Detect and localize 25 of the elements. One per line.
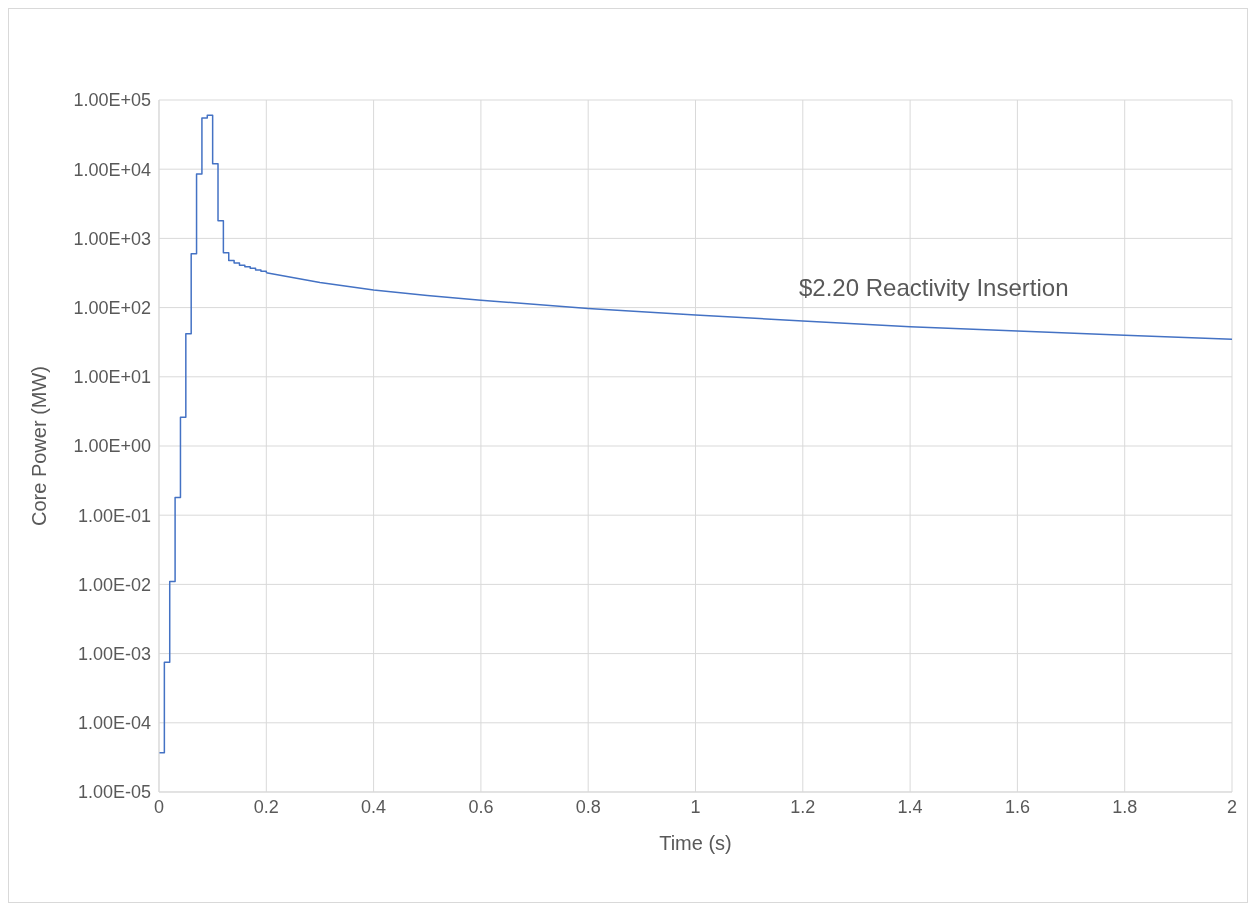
- x-tick-label: 1.2: [790, 796, 816, 817]
- x-axis-title: Time (s): [659, 832, 732, 854]
- x-tick-label: 0: [153, 796, 165, 817]
- y-tick-label: 1.00E+05: [73, 90, 151, 111]
- annotation: $2.20 Reactivity Insertion: [799, 274, 1069, 302]
- y-tick-label: 1.00E+00: [73, 436, 151, 457]
- y-axis-title: Core Power (MW): [28, 365, 51, 527]
- x-tick-label: 0.8: [575, 796, 601, 817]
- x-tick-label: 0.6: [468, 796, 494, 817]
- y-tick-label: 1.00E-05: [77, 782, 151, 803]
- y-tick-label: 1.00E+04: [73, 159, 151, 180]
- x-tick-label: 1.4: [897, 796, 923, 817]
- x-tick-label: 2: [1226, 796, 1238, 817]
- y-tick-label: 1.00E-01: [77, 505, 151, 526]
- y-tick-label: 1.00E+02: [73, 297, 151, 318]
- x-tick-label: 1: [690, 796, 701, 817]
- x-tick-label: 0.4: [361, 796, 387, 817]
- x-tick-label: 1.8: [1112, 796, 1138, 817]
- x-tick-label: 0.2: [253, 796, 279, 817]
- y-tick-label: 1.00E-02: [77, 574, 151, 595]
- y-tick-label: 1.00E-04: [77, 713, 151, 734]
- y-tick-label: 1.00E+01: [73, 367, 151, 388]
- y-tick-label: 1.00E+03: [73, 228, 151, 249]
- y-tick-label: 1.00E-03: [77, 643, 151, 664]
- x-tick-label: 1.6: [1004, 796, 1030, 817]
